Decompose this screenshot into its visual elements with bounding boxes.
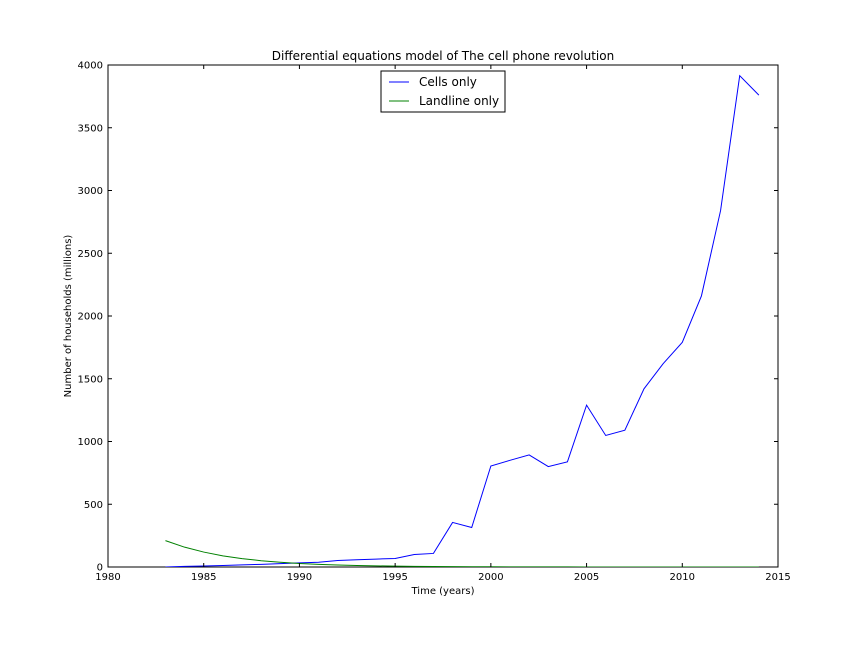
x-tick-label: 1995 [382,572,407,583]
x-tick-label: 2005 [574,572,599,583]
y-tick-label: 3500 [78,123,103,134]
x-tick-label: 1980 [95,572,120,583]
ticks-layer: 1980 1985 1990 1995 2000 2005 2010 2015 0 500 1000… [78,61,791,584]
plot-area [107,64,779,568]
y-tick-label: 1000 [78,437,103,448]
y-tick-label: 500 [84,500,103,511]
x-tick-label: 1990 [287,572,312,583]
series-line-0 [165,74,760,567]
y-tick-label: 1500 [78,374,103,385]
x-axis-label: Time (years) [411,586,475,597]
series-line-1 [165,540,759,567]
x-tick-label: 1985 [191,572,216,583]
legend-label-0: Cells only [419,75,477,89]
series-layer [165,74,760,567]
y-tick-label: 4000 [78,61,103,72]
x-tick-label: 2010 [670,572,695,583]
y-tick-label: 2500 [78,249,103,260]
plot-frame [107,64,779,568]
legend-label-1: Landline only [419,94,499,108]
legend: Cells only Landline only [380,70,506,113]
y-tick-label: 2000 [78,312,103,323]
x-tick-label: 2000 [478,572,503,583]
y-tick-label: 3000 [78,186,103,197]
y-tick-label: 0 [97,563,103,574]
x-tick-label: 2015 [765,572,790,583]
y-axis-label: Number of households (millions) [63,235,74,398]
chart-title: Differential equations model of The cell… [272,49,614,63]
legend-box [380,70,506,113]
